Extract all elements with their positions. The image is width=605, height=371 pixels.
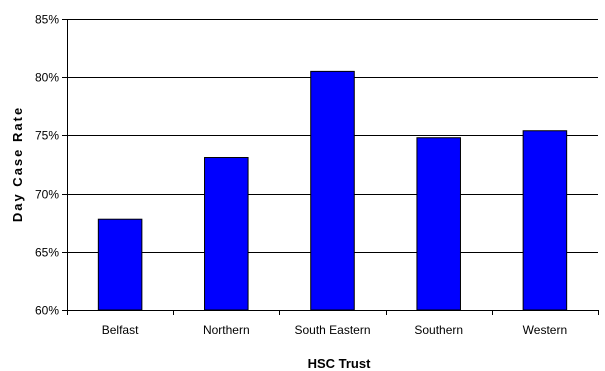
x-tick-label: Northern (203, 323, 250, 337)
x-tick-labels: Belfast Northern South Eastern Southern West… (102, 323, 567, 337)
y-tick-label: 70% (35, 188, 59, 202)
bars (97, 70, 568, 311)
y-tick-labels: 60% 65% 70% 75% 80% 85% (35, 13, 59, 318)
x-tick-label: Southern (414, 323, 463, 337)
x-tick-label: Belfast (102, 323, 139, 337)
bar (204, 157, 249, 311)
y-tick-label: 85% (35, 13, 59, 27)
bar (416, 137, 461, 311)
bar (310, 70, 355, 311)
y-tick-label: 75% (35, 129, 59, 143)
y-axis-title: Day Case Rate (10, 106, 25, 222)
axes (62, 19, 599, 315)
y-tick-label: 80% (35, 71, 59, 85)
y-tick-label: 60% (35, 304, 59, 318)
y-tick-label: 65% (35, 246, 59, 260)
bar (522, 130, 568, 311)
bar (97, 218, 143, 311)
x-axis-title: HSC Trust (308, 356, 372, 371)
x-tick-label: South Eastern (294, 323, 370, 337)
x-tick-label: Western (523, 323, 567, 337)
